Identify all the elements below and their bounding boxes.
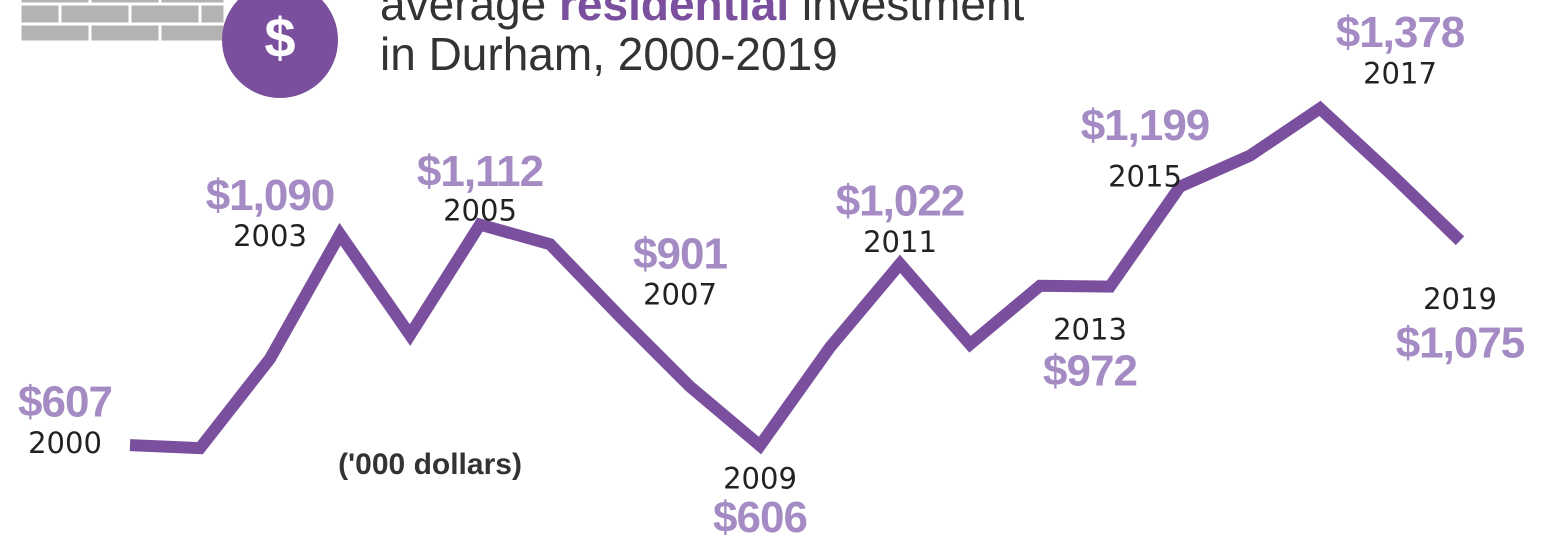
- unit-note: ('000 dollars): [338, 448, 522, 481]
- value-label: $1,075: [1396, 318, 1525, 367]
- value-label: $972: [1043, 346, 1137, 395]
- value-label: $1,199: [1081, 101, 1210, 150]
- title-emphasis: residential: [559, 0, 789, 30]
- dollar-icon: [222, 0, 338, 98]
- brick-wall-icon: [18, 0, 227, 44]
- value-label: $901: [633, 229, 727, 278]
- data-line: [129, 100, 1465, 455]
- year-label: 2009: [723, 462, 797, 496]
- year-label: 2007: [643, 278, 717, 312]
- year-label: 2003: [233, 219, 307, 253]
- value-label: $1,112: [417, 147, 543, 196]
- value-label: $1,022: [836, 177, 965, 226]
- title: average residential investment: [380, 0, 1025, 30]
- value-label: $1,378: [1336, 8, 1465, 57]
- title-part: investment: [789, 0, 1024, 30]
- year-label: 2017: [1363, 56, 1437, 90]
- value-label: $606: [713, 493, 807, 542]
- title-line: in Durham, 2000-2019: [380, 28, 838, 80]
- value-label: $1,090: [206, 171, 335, 220]
- year-label: 2013: [1053, 313, 1127, 347]
- year-label: 2011: [863, 225, 937, 259]
- year-label: 2005: [443, 194, 517, 228]
- icon-text: $: [264, 6, 295, 69]
- title-part: average: [380, 0, 559, 30]
- year-label: 2019: [1423, 282, 1497, 316]
- value-label: $607: [18, 378, 112, 427]
- year-label: 2000: [28, 426, 102, 460]
- year-label: 2015: [1108, 160, 1182, 194]
